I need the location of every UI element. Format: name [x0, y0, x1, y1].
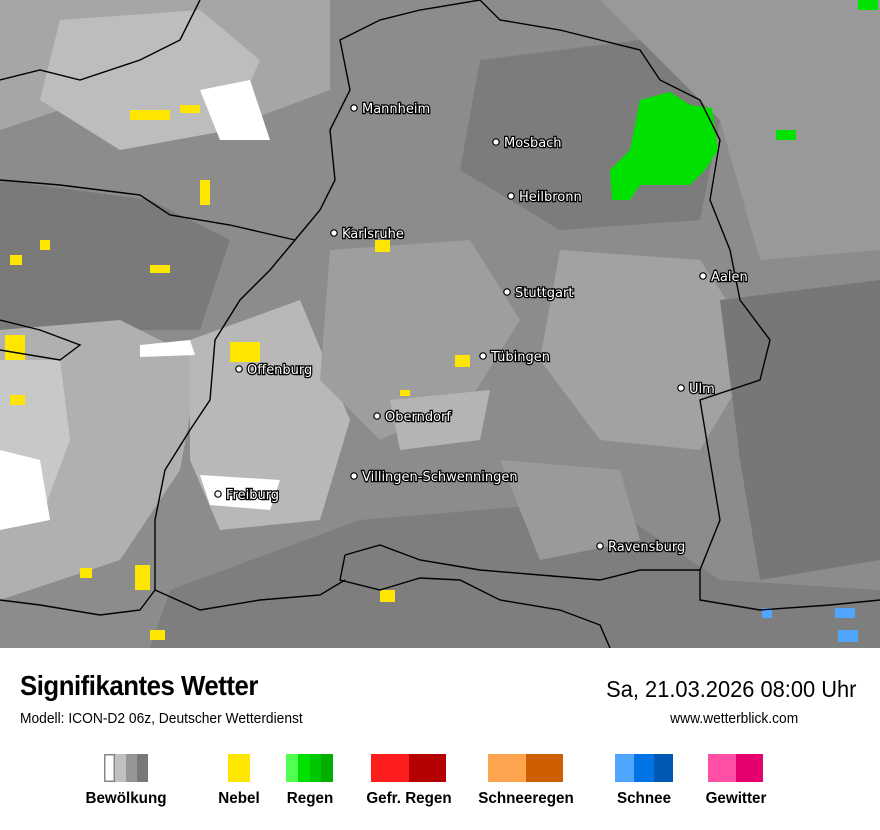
legend-label: Bewölkung [85, 790, 167, 807]
city-oberndorf: Oberndorf [373, 409, 453, 426]
legend-label: Nebel [218, 790, 260, 807]
city-tübingen: Tübingen [479, 349, 551, 366]
city-dot-icon [596, 542, 604, 550]
color-swatch [286, 754, 298, 782]
color-swatch [115, 754, 126, 782]
color-swatch [525, 754, 563, 782]
weather-map: Mannheim Mosbach Heilbronn Karlsruhe Aalen St… [0, 0, 880, 648]
rain-area-ne [858, 0, 878, 10]
city-stuttgart: Stuttgart [503, 285, 575, 302]
legend-label: Regen [286, 790, 333, 807]
color-swatch [297, 754, 310, 782]
city-villingen-schwenningen: Villingen-Schwenningen [350, 469, 519, 486]
city-label: Karlsruhe [342, 227, 404, 242]
color-swatch [137, 754, 148, 782]
city-dot-icon [479, 352, 487, 360]
city-label: Heilbronn [519, 190, 582, 205]
city-label: Mannheim [362, 102, 430, 117]
borders [0, 0, 880, 648]
color-swatch [488, 754, 526, 782]
color-swatch [408, 754, 446, 782]
color-swatch [321, 754, 333, 782]
city-label: Offenburg [247, 363, 312, 378]
city-freiburg: Freiburg [214, 487, 280, 504]
city-label: Stuttgart [515, 286, 573, 301]
city-heilbronn: Heilbronn [507, 189, 583, 206]
city-label: Freiburg [226, 488, 279, 503]
legend-swatch-regen [286, 754, 333, 782]
legend-label: Gewitter [705, 790, 766, 807]
legend-label: Gefr. Regen [365, 790, 452, 807]
color-swatch [228, 754, 250, 782]
forecast-datetime: Sa, 21.03.2026 08:00 Uhr [605, 676, 856, 702]
legend-label: Schnee [616, 790, 672, 807]
city-aalen: Aalen [699, 269, 749, 286]
city-dot-icon [492, 138, 500, 146]
color-swatch [615, 754, 635, 782]
map-title: Signifikantes Wetter [20, 670, 258, 701]
city-label: Mosbach [504, 136, 562, 151]
legend-swatch-gewitter [708, 754, 763, 782]
color-swatch [634, 754, 654, 782]
city-dot-icon [214, 490, 222, 498]
color-swatch [104, 754, 115, 782]
city-markers: Mannheim Mosbach Heilbronn Karlsruhe Aalen St… [214, 101, 749, 556]
color-swatch [126, 754, 137, 782]
legend-label: Schneeregen [477, 790, 574, 807]
legend-swatch-gefr-regen [371, 754, 446, 782]
city-offenburg: Offenburg [235, 362, 314, 379]
city-label: Tübingen [490, 350, 550, 365]
city-ravensburg: Ravensburg [596, 539, 687, 556]
city-mosbach: Mosbach [492, 135, 563, 152]
color-swatch [309, 754, 322, 782]
city-dot-icon [503, 288, 511, 296]
color-swatch [653, 754, 673, 782]
city-dot-icon [373, 412, 381, 420]
city-dot-icon [330, 229, 338, 237]
city-dot-icon [507, 192, 515, 200]
city-mannheim: Mannheim [350, 101, 431, 118]
city-dot-icon [699, 272, 707, 280]
rain-area-east [776, 130, 796, 140]
city-label: Oberndorf [385, 410, 451, 425]
legend-swatch-nebel [228, 754, 250, 782]
legend-swatch-schneeregen [488, 754, 563, 782]
rain-area [610, 92, 718, 200]
legend-swatch-schnee [615, 754, 673, 782]
legend-swatch-bewölkung [104, 754, 148, 782]
city-label: Ulm [689, 382, 715, 397]
city-label: Villingen-Schwenningen [362, 470, 518, 485]
city-label: Aalen [711, 270, 748, 285]
city-dot-icon [350, 472, 358, 480]
city-ulm: Ulm [677, 381, 716, 398]
color-swatch [735, 754, 763, 782]
city-label: Ravensburg [608, 540, 685, 555]
city-dot-icon [235, 365, 243, 373]
color-swatch [371, 754, 409, 782]
city-karlsruhe: Karlsruhe [330, 226, 405, 243]
model-info: Modell: ICON-D2 06z, Deutscher Wetterdie… [20, 710, 303, 727]
snow-patches [762, 608, 858, 642]
fog-patches [5, 105, 470, 640]
website-link[interactable]: www.wetterblick.com [669, 710, 798, 727]
city-dot-icon [350, 104, 358, 112]
city-dot-icon [677, 384, 685, 392]
color-swatch [708, 754, 736, 782]
